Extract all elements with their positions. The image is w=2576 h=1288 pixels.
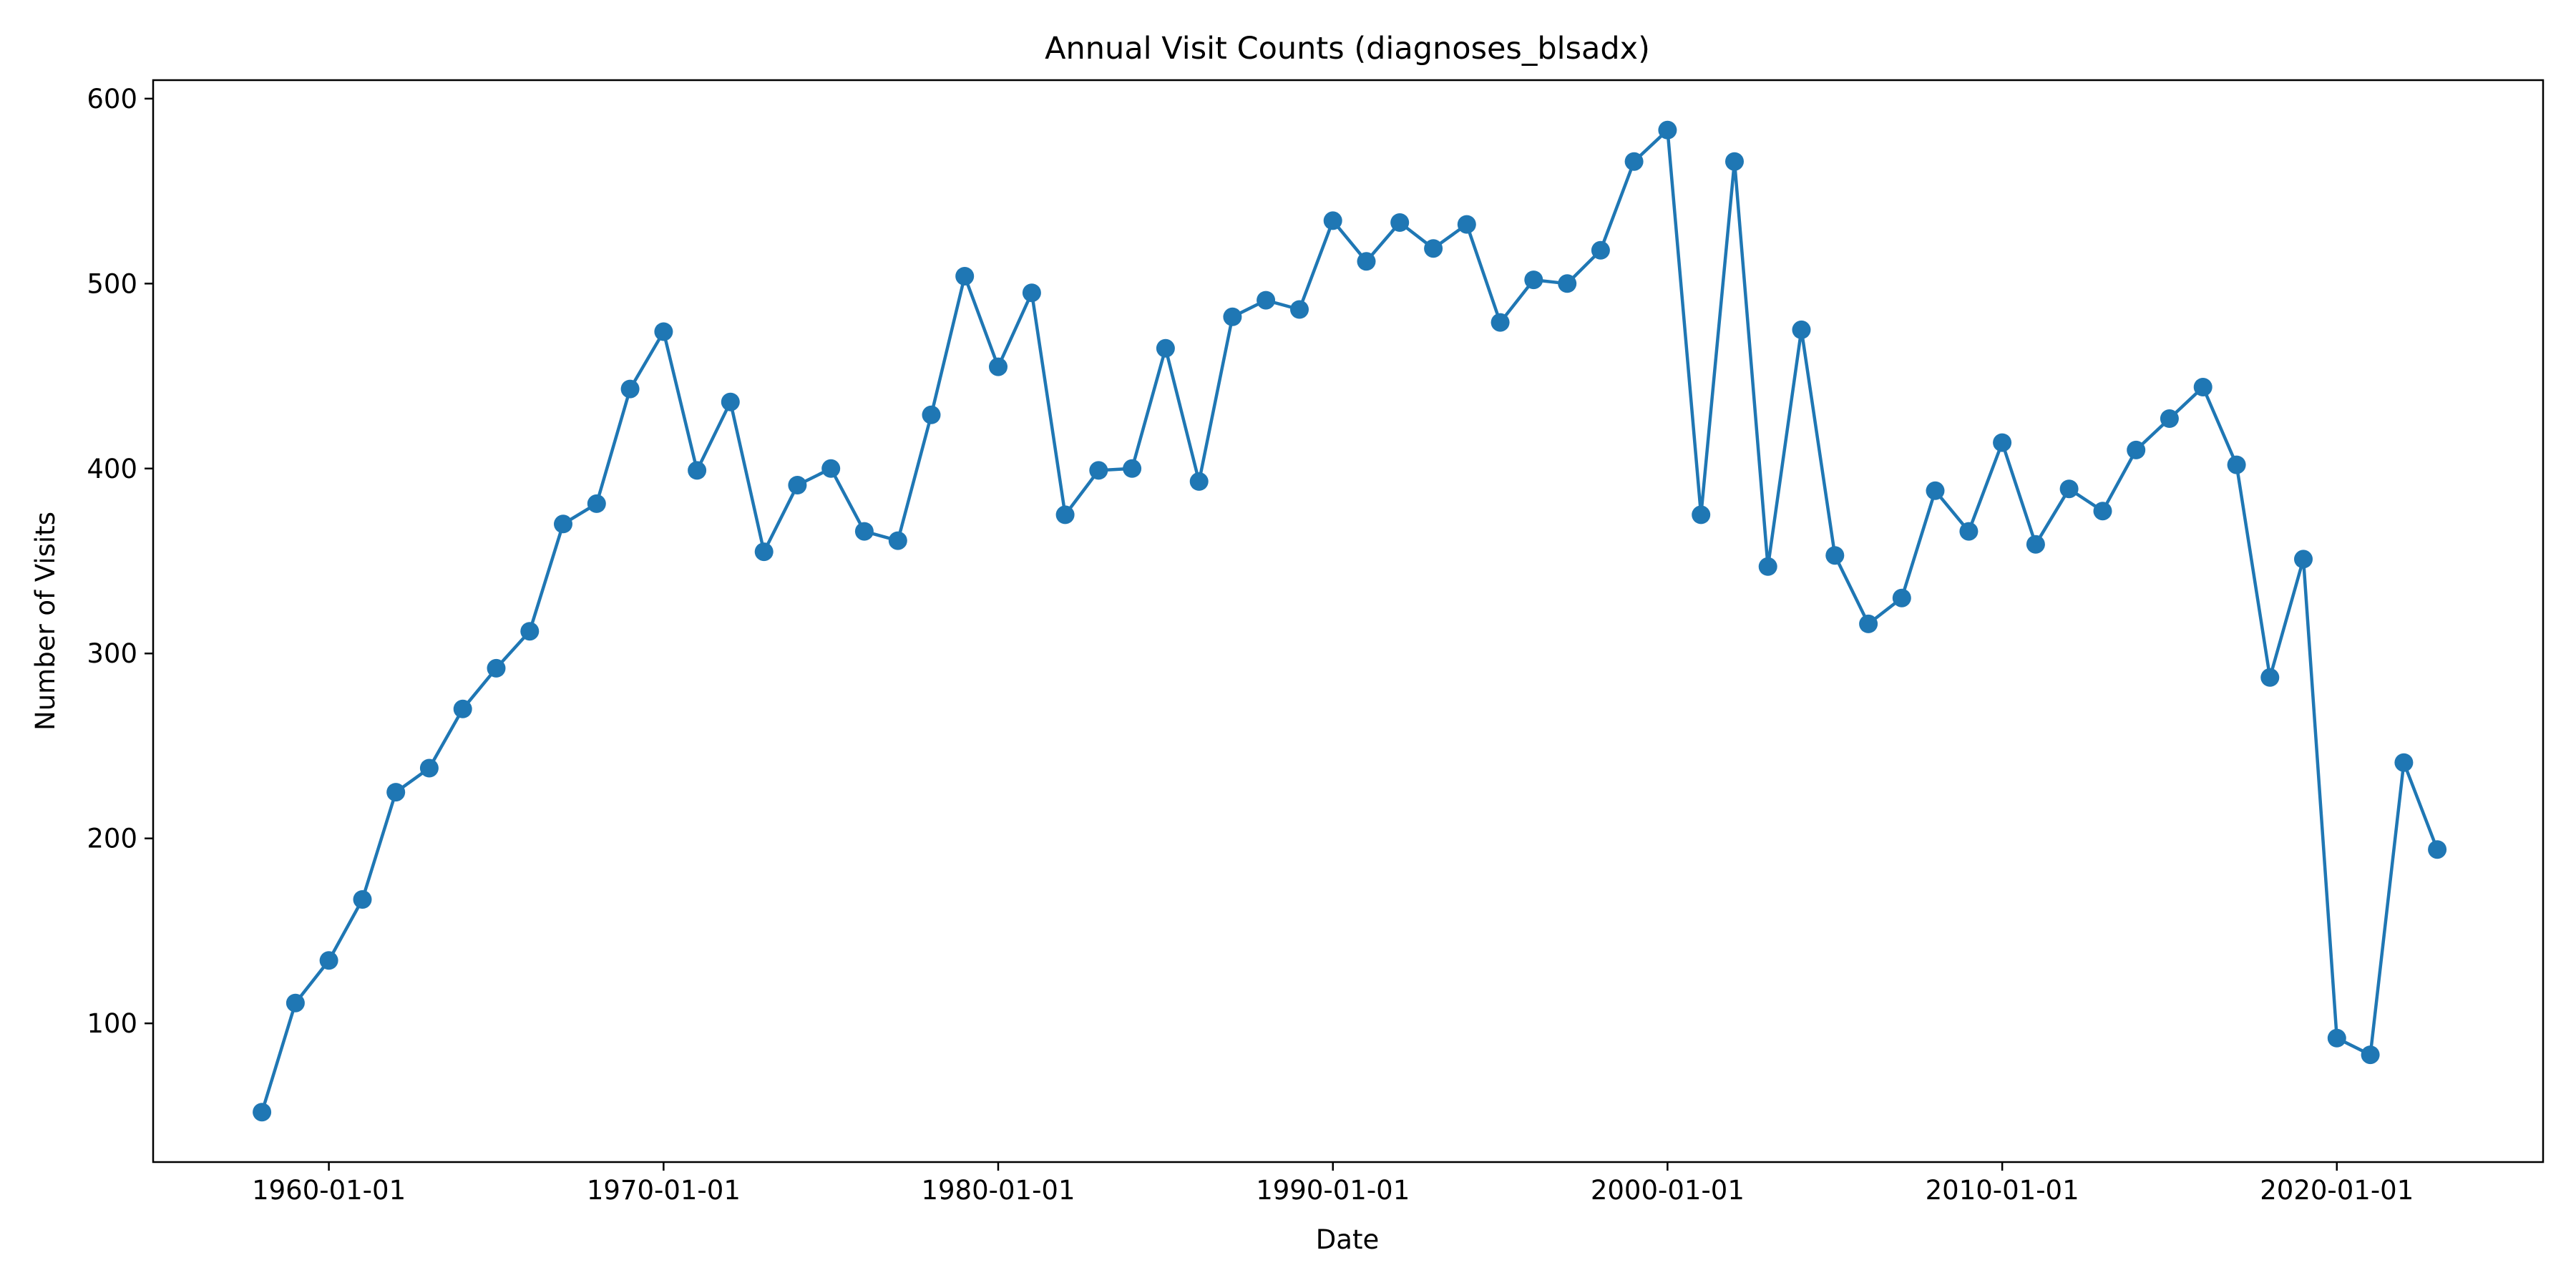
data-point	[2026, 535, 2045, 554]
data-point	[587, 494, 606, 513]
data-point	[654, 322, 673, 341]
data-point	[2361, 1045, 2380, 1065]
x-tick-label: 2000-01-01	[1591, 1175, 1745, 1206]
data-point	[1993, 433, 2012, 452]
plot-frame	[152, 79, 2545, 1163]
data-point	[2428, 840, 2447, 859]
y-tick-label: 400	[87, 454, 137, 484]
data-point	[1424, 239, 1443, 258]
data-point	[1290, 300, 1309, 319]
data-point	[922, 405, 941, 424]
series-visits	[253, 120, 2447, 1122]
data-point	[353, 890, 372, 909]
data-point	[989, 357, 1008, 376]
data-point	[286, 993, 305, 1013]
data-point	[2160, 409, 2179, 428]
data-point	[2227, 455, 2246, 474]
data-point	[319, 951, 338, 970]
data-point	[1055, 505, 1075, 525]
x-tick-label: 1990-01-01	[1256, 1175, 1410, 1206]
data-point	[888, 531, 907, 550]
data-point	[2059, 479, 2079, 499]
data-point	[253, 1103, 272, 1122]
data-point	[1524, 270, 1543, 290]
y-tick-label: 500	[87, 268, 137, 299]
data-point	[1189, 472, 1209, 491]
data-point	[1223, 307, 1242, 326]
data-point	[1624, 152, 1644, 171]
x-axis-label: Date	[1316, 1224, 1379, 1255]
data-point	[2127, 440, 2146, 459]
data-point	[453, 699, 472, 718]
x-tick-label: 1980-01-01	[921, 1175, 1075, 1206]
data-point	[1892, 588, 1911, 608]
data-point	[1859, 614, 1878, 633]
data-point	[1022, 283, 1041, 303]
data-point	[2093, 502, 2112, 521]
data-point	[487, 658, 506, 678]
data-point	[520, 622, 540, 641]
data-point	[1390, 213, 1410, 232]
y-tick-label: 600	[87, 84, 137, 114]
data-point	[854, 522, 874, 541]
x-tick-label: 1960-01-01	[252, 1175, 406, 1206]
y-axis-label: Number of Visits	[30, 512, 61, 731]
data-point	[721, 392, 740, 411]
data-point	[1257, 291, 1276, 310]
x-tick-label: 2010-01-01	[1926, 1175, 2079, 1206]
data-point	[1926, 481, 1945, 500]
data-point	[955, 267, 975, 286]
chart-title: Annual Visit Counts (diagnoses_blsadx)	[1045, 31, 1650, 67]
y-tick-label: 100	[87, 1008, 137, 1039]
data-point	[1692, 505, 1711, 525]
data-point	[754, 542, 774, 562]
data-point	[419, 758, 439, 778]
data-point	[1491, 313, 1510, 332]
data-point	[1959, 522, 1979, 541]
data-point	[1758, 557, 1777, 576]
data-point	[688, 461, 707, 480]
data-point	[2394, 753, 2414, 772]
data-point	[1089, 461, 1108, 480]
data-point	[1558, 274, 1577, 293]
x-tick-label: 1970-01-01	[587, 1175, 741, 1206]
data-point	[1123, 459, 1142, 478]
data-point	[2260, 668, 2280, 687]
data-point	[386, 783, 406, 802]
data-point	[2193, 378, 2212, 396]
data-point	[620, 379, 640, 399]
y-tick-label: 300	[87, 638, 137, 669]
x-tick-label: 2020-01-01	[2260, 1175, 2414, 1206]
data-point	[1825, 546, 1845, 565]
data-point	[1156, 338, 1175, 358]
data-point	[1357, 252, 1376, 271]
data-point	[1725, 152, 1744, 171]
data-point	[1792, 320, 1811, 339]
data-point	[1591, 240, 1610, 260]
series-line	[260, 128, 2439, 1113]
y-tick-label: 200	[87, 824, 137, 854]
axis-ticks: 1960-01-01 1970-01-01 1980-01-01 1990-01-01…	[87, 84, 2414, 1206]
data-point	[2327, 1028, 2346, 1048]
data-point	[2294, 550, 2313, 569]
data-point	[788, 476, 807, 494]
data-point	[821, 459, 841, 478]
data-point	[1457, 215, 1476, 234]
data-point	[1323, 211, 1342, 230]
data-point	[1658, 120, 1677, 140]
plot-area: 1960-01-01 1970-01-01 1980-01-01 1990-01-01…	[87, 79, 2545, 1206]
data-point	[554, 514, 572, 534]
